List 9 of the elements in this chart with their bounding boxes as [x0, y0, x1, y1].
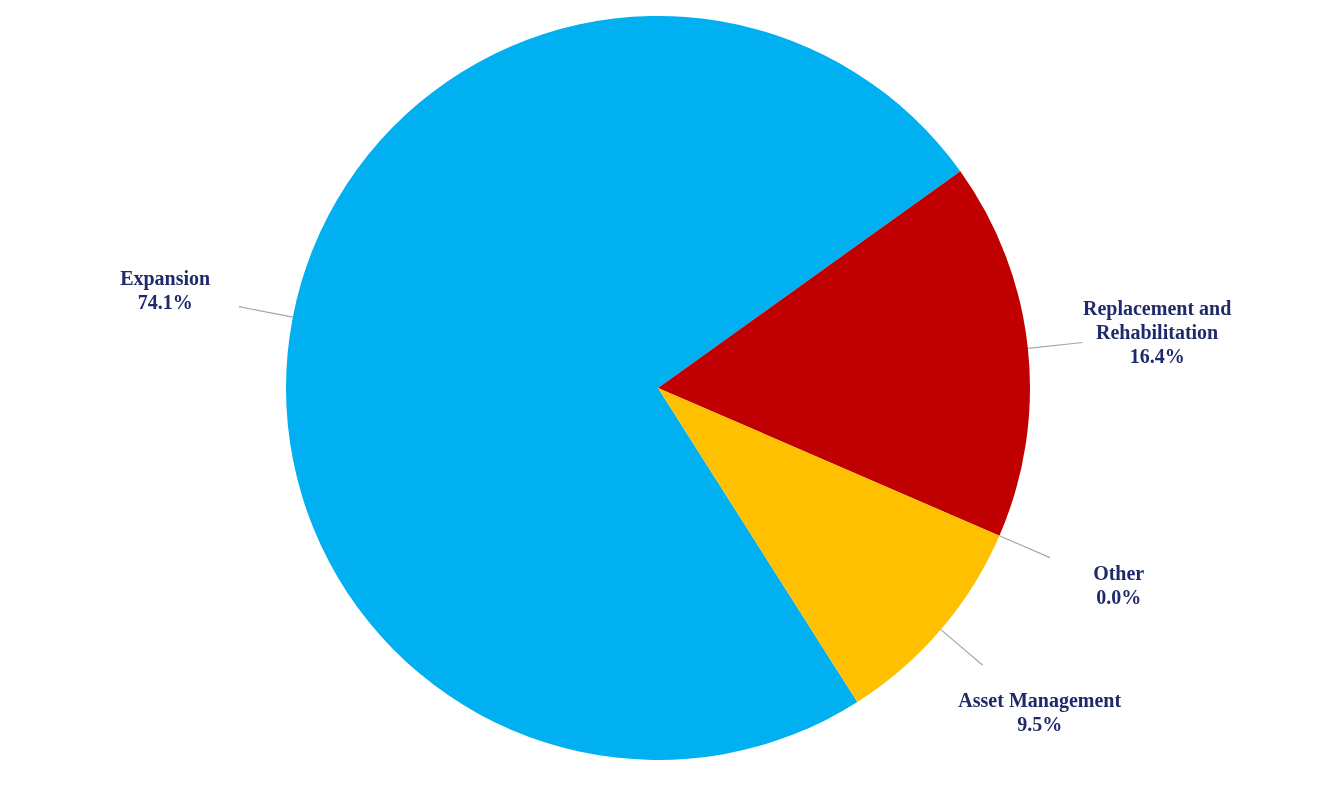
slice-label: Asset Management — [958, 689, 1122, 713]
slice-label: Replacement and Rehabilitation — [1082, 297, 1232, 344]
category-label: Other — [1093, 562, 1145, 585]
slice-label: Expansion — [120, 267, 211, 291]
pie-slice — [658, 171, 1030, 536]
data-label: 9.5% — [1017, 713, 1063, 736]
data-label: 16.4% — [1129, 345, 1185, 368]
data-label: 74.1% — [137, 291, 193, 314]
text: 0.0% — [1096, 586, 1142, 609]
